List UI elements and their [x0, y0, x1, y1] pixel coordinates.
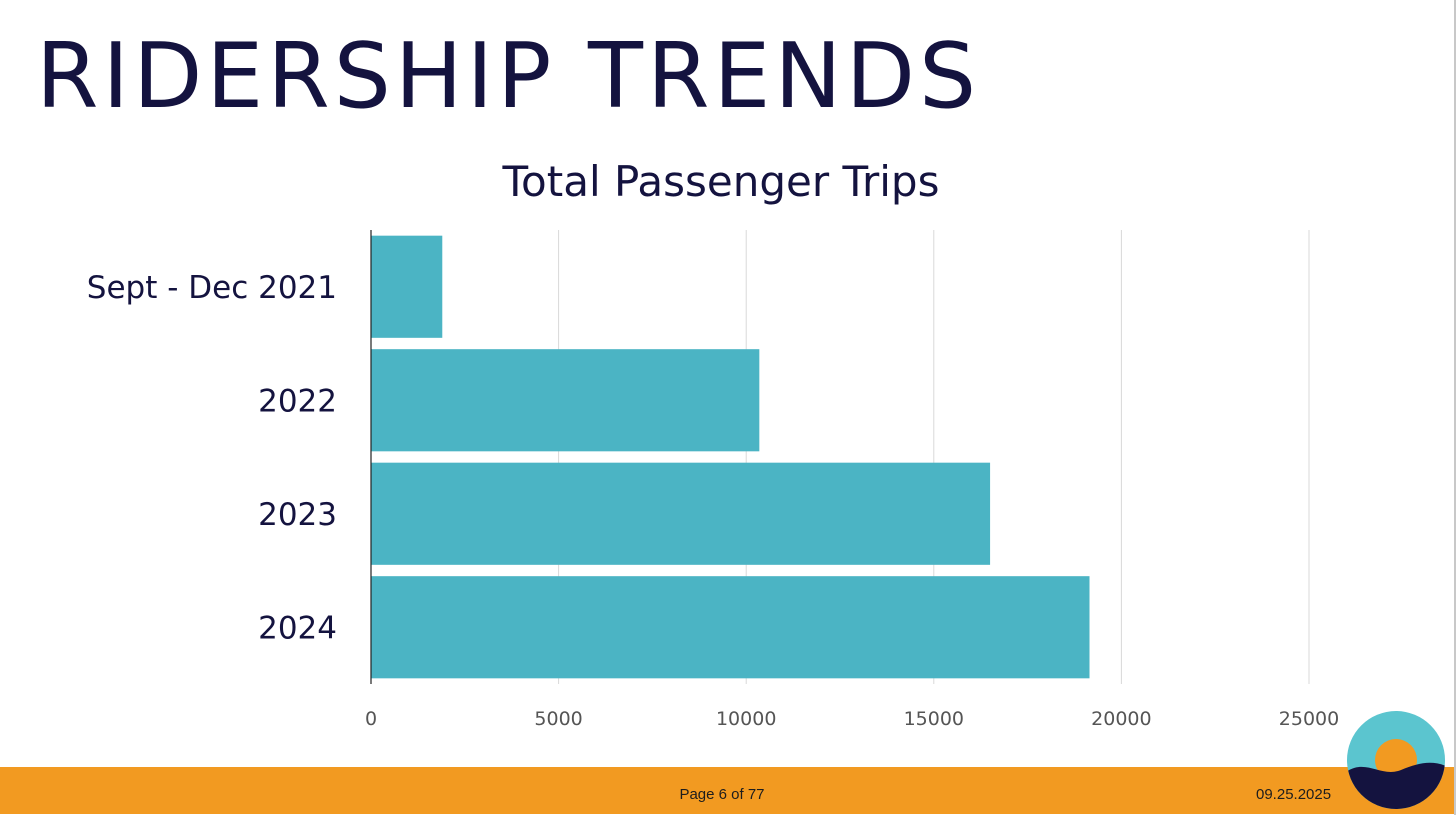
bar-chart: 0 5000 10000 15000 20000 25000 Sept - Dec 2021…: [87, 230, 1339, 730]
bar: [371, 576, 1090, 679]
category-label: 2022: [258, 383, 337, 419]
slide-edge: [1454, 0, 1456, 815]
bar: [371, 462, 991, 565]
bar: [371, 349, 760, 452]
x-tick-label: 0: [365, 708, 377, 730]
x-tick-label: 25000: [1279, 708, 1339, 730]
category-label: 2024: [258, 610, 337, 646]
chart-title: Total Passenger Trips: [502, 157, 940, 206]
x-tick-label: 5000: [534, 708, 582, 730]
footer-bar: [0, 767, 1456, 814]
x-tick-label: 15000: [904, 708, 964, 730]
footer-date: 09.25.2025: [1256, 786, 1332, 803]
x-tick-label: 10000: [716, 708, 776, 730]
bar: [371, 235, 443, 338]
category-label: 2023: [258, 497, 337, 533]
x-tick-label: 20000: [1091, 708, 1151, 730]
slide-title: RIDERSHIP TRENDS: [36, 24, 981, 129]
page-number: Page 6 of 77: [679, 786, 765, 803]
sunset-logo-icon: [1347, 711, 1445, 809]
category-label: Sept - Dec 2021: [87, 270, 337, 306]
